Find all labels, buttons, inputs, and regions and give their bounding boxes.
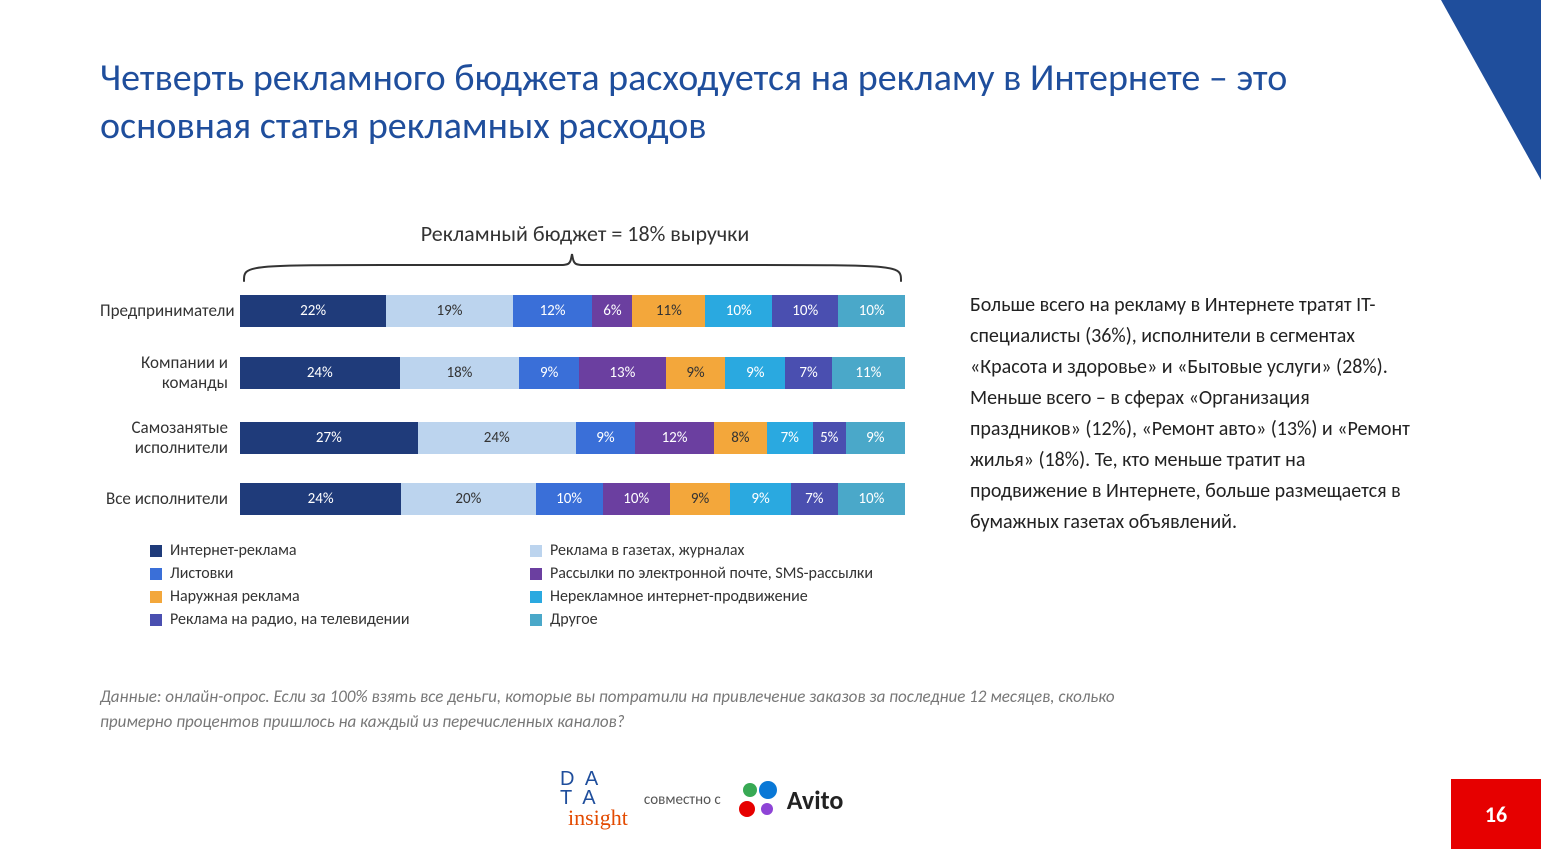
legend-item: Листовки	[150, 564, 530, 583]
legend-item: Другое	[530, 610, 910, 629]
bar-segment: 24%	[240, 357, 400, 389]
footer: D A T A insight совместно с Avito	[560, 770, 843, 829]
bar-segment: 11%	[832, 357, 905, 389]
bar-segment: 7%	[791, 483, 838, 515]
bar-segment: 9%	[846, 422, 905, 454]
bar-segment: 24%	[418, 422, 576, 454]
bar-segment: 20%	[401, 483, 535, 515]
bar-segment: 9%	[725, 357, 785, 389]
legend-label: Реклама на радио, на телевидении	[170, 610, 410, 629]
stacked-bar: 22%19%12%6%11%10%10%10%	[240, 295, 905, 327]
bar-segment: 12%	[635, 422, 714, 454]
bar-segment: 9%	[519, 357, 579, 389]
legend-label: Интернет-реклама	[170, 541, 297, 560]
bar-label: Компании и команды	[100, 353, 240, 392]
bar-segment: 19%	[386, 295, 512, 327]
legend-item: Наружная реклама	[150, 587, 530, 606]
bar-row: Все исполнители24%20%10%10%9%9%7%10%	[100, 483, 930, 515]
legend-label: Рассылки по электронной почте, SMS-рассы…	[550, 564, 873, 583]
corner-accent	[1441, 0, 1541, 180]
legend-item: Нерекламное интернет-продвижение	[530, 587, 910, 606]
bar-segment: 24%	[240, 483, 401, 515]
bar-segment: 10%	[536, 483, 603, 515]
legend-swatch	[150, 568, 162, 580]
legend-swatch	[530, 614, 542, 626]
bar-row: Предприниматели22%19%12%6%11%10%10%10%	[100, 295, 930, 327]
bar-segment: 9%	[670, 483, 730, 515]
bar-segment: 7%	[767, 422, 813, 454]
bar-segment: 10%	[603, 483, 670, 515]
legend-label: Реклама в газетах, журналах	[550, 541, 744, 560]
bar-segment: 11%	[632, 295, 705, 327]
avito-dot	[739, 801, 755, 817]
bar-segment: 10%	[705, 295, 772, 327]
bar-segment: 12%	[513, 295, 593, 327]
side-text: Больше всего на рекламу в Интернете трат…	[970, 290, 1420, 538]
bar-segment: 18%	[400, 357, 520, 389]
legend-label: Нерекламное интернет-продвижение	[550, 587, 808, 606]
legend-label: Наружная реклама	[170, 587, 300, 606]
avito-text: Avito	[787, 784, 844, 816]
bar-row: Самозанятые исполнители27%24%9%12%8%7%5%…	[100, 418, 930, 457]
legend-item: Интернет-реклама	[150, 541, 530, 560]
bar-label: Самозанятые исполнители	[100, 418, 240, 457]
legend-swatch	[530, 568, 542, 580]
brand1-sub: insight	[568, 808, 628, 829]
page-number: 16	[1451, 779, 1541, 849]
legend-label: Листовки	[170, 564, 233, 583]
legend: Интернет-реклама Реклама в газетах, журна…	[150, 541, 930, 629]
avito-dots-icon	[737, 779, 779, 821]
bar-segment: 13%	[579, 357, 665, 389]
legend-item: Рассылки по электронной почте, SMS-рассы…	[530, 564, 910, 583]
avito-dot	[761, 803, 773, 815]
legend-swatch	[530, 545, 542, 557]
bar-row: Компании и команды24%18%9%13%9%9%7%11%	[100, 353, 930, 392]
bar-segment: 10%	[838, 483, 905, 515]
bar-segment: 22%	[240, 295, 386, 327]
legend-swatch	[530, 591, 542, 603]
legend-item: Реклама на радио, на телевидении	[150, 610, 530, 629]
stacked-bar: 24%18%9%13%9%9%7%11%	[240, 357, 905, 389]
bar-label: Все исполнители	[100, 489, 240, 509]
chart-caption: Рекламный бюджет = 18% выручки	[240, 220, 930, 247]
legend-item: Реклама в газетах, журналах	[530, 541, 910, 560]
legend-label: Другое	[550, 610, 598, 629]
page-title: Четверть рекламного бюджета расходуется …	[100, 55, 1300, 150]
bar-segment: 8%	[714, 422, 767, 454]
bar-segment: 10%	[772, 295, 839, 327]
bar-segment: 9%	[730, 483, 790, 515]
bars-container: Предприниматели22%19%12%6%11%10%10%10%Ко…	[100, 295, 930, 515]
brace-icon	[240, 251, 905, 285]
bar-segment: 7%	[785, 357, 832, 389]
bar-segment: 10%	[838, 295, 905, 327]
stacked-bar: 24%20%10%10%9%9%7%10%	[240, 483, 905, 515]
chart-area: Рекламный бюджет = 18% выручки Предприни…	[100, 220, 930, 629]
footnote: Данные: онлайн-опрос. Если за 100% взять…	[100, 685, 1150, 734]
bar-label: Предприниматели	[100, 301, 240, 321]
avito-dot	[759, 781, 777, 799]
bar-segment: 9%	[576, 422, 635, 454]
bar-segment: 5%	[813, 422, 846, 454]
bar-segment: 6%	[592, 295, 632, 327]
bar-segment: 27%	[240, 422, 418, 454]
bar-segment: 9%	[666, 357, 726, 389]
avito-logo: Avito	[737, 779, 844, 821]
data-insight-logo: D A T A insight	[560, 770, 628, 829]
joint-text: совместно с	[644, 791, 721, 809]
avito-dot	[743, 783, 757, 797]
legend-swatch	[150, 614, 162, 626]
stacked-bar: 27%24%9%12%8%7%5%9%	[240, 422, 905, 454]
legend-swatch	[150, 591, 162, 603]
legend-swatch	[150, 545, 162, 557]
